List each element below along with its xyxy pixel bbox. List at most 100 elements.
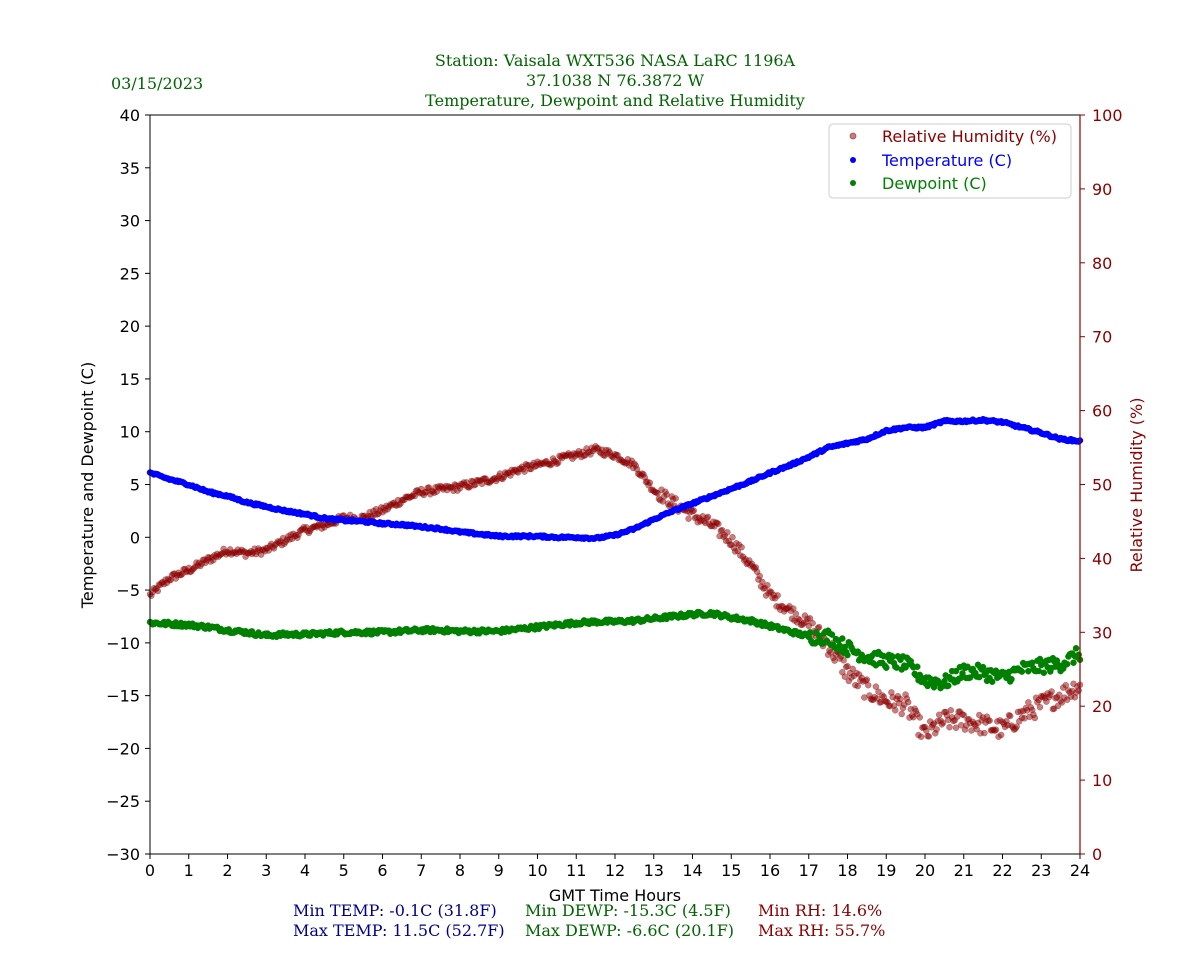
data-point [828,631,836,638]
data-point [883,664,890,671]
y2-axis-label: Relative Humidity (%) [1127,398,1146,573]
data-point [1008,675,1015,683]
x-tick-label: 5 [339,861,349,880]
y2-tick-label: 0 [1092,845,1102,864]
data-point [1062,681,1070,689]
data-point [864,681,872,689]
data-point [854,682,862,690]
data-point [960,711,968,719]
data-point [892,707,899,714]
data-point [1075,687,1082,694]
data-point [1031,714,1039,722]
data-point [764,581,771,589]
data-point [1048,688,1055,695]
legend-temp-label: Temperature (C) [881,151,1012,170]
data-point [973,725,980,733]
x-tick-label: 20 [915,861,935,880]
y2-tick-label: 90 [1092,180,1112,199]
data-point [988,678,996,685]
data-point [916,714,924,721]
max-dewpoint-stat: Max DEWP: -6.6C (20.1F) [525,921,734,940]
data-point [1070,659,1077,666]
x-tick-label: 19 [876,861,896,880]
data-point [729,533,736,541]
data-point [933,726,940,733]
data-point [979,663,987,671]
dewpoint-c-series [146,608,1084,692]
x-tick-label: 23 [1031,861,1051,880]
data-point [823,637,831,644]
data-point [981,729,988,737]
relative-humidity-series [146,442,1084,741]
x-tick-label: 18 [837,861,857,880]
data-point [806,629,814,636]
legend-dewpoint-marker [850,180,856,186]
chart-title: Temperature, Dewpoint and Relative Humid… [425,91,805,110]
y-tick-label: 0 [130,528,140,547]
y-tick-label: −15 [106,687,140,706]
data-point [738,543,745,551]
x-tick-label: 15 [721,861,741,880]
data-point [715,520,722,528]
x-tick-label: 12 [605,861,625,880]
axes: 0 1 2 3 4 5 6 7 8 9 10 11 12 13 14 15 16 17 18 19 20 21 22 23 24… [106,106,1122,880]
data-point [1025,699,1032,706]
y-tick-label: 5 [130,476,140,495]
data-point [997,731,1005,739]
title-station: Station: Vaisala WXT536 NASA LaRC 1196A [435,51,796,70]
data-point [672,495,679,502]
x-axis-label: GMT Time Hours [549,886,681,905]
data-point [952,667,960,675]
x-tick-label: 13 [644,861,664,880]
data-point [947,707,955,714]
x-tick-label: 6 [377,861,387,880]
legend: Relative Humidity (%) Temperature (C) De… [828,123,1072,199]
x-tick-label: 2 [222,861,232,880]
y2-tick-label: 100 [1092,106,1123,125]
data-point [759,578,766,586]
data-point [872,683,880,690]
x-tick-label: 14 [682,861,702,880]
max-rh-stat: Max RH: 55.7% [758,921,885,940]
y-tick-label: 30 [120,212,140,231]
x-tick-label: 21 [954,861,974,880]
temperature-c-series [146,415,1084,543]
x-tick-label: 1 [184,861,194,880]
x-tick-label: 0 [145,861,155,880]
legend-temp-marker [850,157,856,163]
data-point [815,623,823,631]
data-point [154,587,162,595]
data-point [690,507,698,514]
data-point [844,651,851,659]
data-point [904,698,912,706]
data-point [809,619,816,627]
data-point [724,529,731,536]
title-coordinates: 37.1038 N 76.3872 W [526,71,705,90]
data-point [1018,668,1026,675]
y-tick-label: −5 [116,581,140,600]
data-point [756,572,763,580]
plot-frame [149,114,1081,855]
y-axis-label: Temperature and Dewpoint (C) [78,362,97,609]
data-point [923,727,930,735]
x-tick-label: 3 [261,861,271,880]
data-point [521,468,528,475]
y-tick-label: 35 [120,159,140,178]
data-point [914,663,921,671]
data-point [1063,660,1071,668]
date-label: 03/15/2023 [111,74,203,93]
data-point [1040,669,1048,677]
data-point [939,719,947,726]
x-tick-label: 22 [992,861,1012,880]
data-point [1025,667,1032,675]
data-point [790,605,797,612]
data-point [966,674,974,681]
x-tick-label: 24 [1070,861,1090,880]
y-tick-label: 10 [120,423,140,442]
x-tick-label: 11 [566,861,586,880]
data-point [841,673,849,680]
x-tick-label: 16 [760,861,780,880]
legend-dewpoint-label: Dewpoint (C) [882,174,987,193]
data-point [875,688,882,696]
data-point [917,733,925,741]
